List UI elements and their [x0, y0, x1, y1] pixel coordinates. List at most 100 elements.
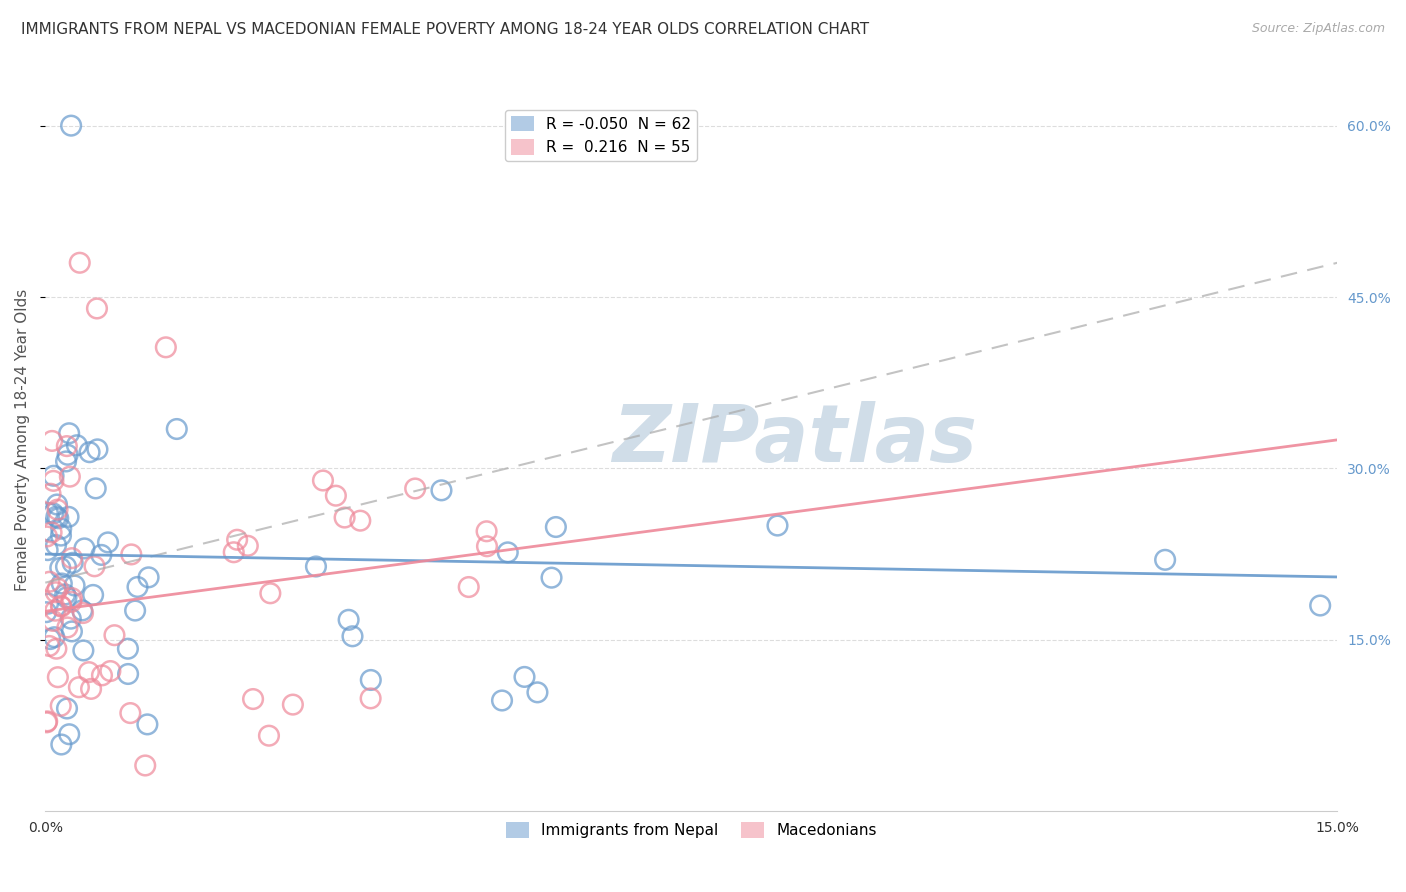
- Point: [53, 587, 76, 601]
- Point: [39, 487, 62, 501]
- Point: [457, 580, 479, 594]
- Point: [73, 541, 96, 556]
- Point: [360, 673, 382, 687]
- Point: [42, 614, 65, 628]
- Point: [333, 510, 356, 524]
- Point: [55, 591, 77, 605]
- Point: [59, 469, 82, 483]
- Point: [540, 571, 562, 585]
- Point: [46, 511, 69, 525]
- Point: [496, 545, 519, 559]
- Point: [67, 680, 90, 694]
- Point: [86, 442, 108, 457]
- Point: [325, 489, 347, 503]
- Point: [430, 483, 453, 498]
- Point: [259, 586, 281, 600]
- Point: [44, 604, 66, 618]
- Point: [155, 340, 177, 354]
- Point: [97, 535, 120, 549]
- Point: [257, 729, 280, 743]
- Point: [84, 482, 107, 496]
- Point: [35, 715, 58, 730]
- Point: [38, 639, 60, 653]
- Point: [60, 119, 83, 133]
- Point: [58, 727, 80, 741]
- Point: [404, 482, 426, 496]
- Point: [35, 529, 58, 543]
- Point: [60, 551, 83, 566]
- Point: [60, 591, 83, 606]
- Point: [51, 599, 73, 614]
- Text: Source: ZipAtlas.com: Source: ZipAtlas.com: [1251, 22, 1385, 36]
- Point: [49, 698, 72, 713]
- Point: [491, 693, 513, 707]
- Point: [136, 717, 159, 731]
- Point: [1154, 553, 1177, 567]
- Point: [56, 701, 79, 715]
- Point: [90, 548, 112, 562]
- Point: [86, 301, 108, 316]
- Point: [69, 256, 91, 270]
- Point: [766, 518, 789, 533]
- Point: [166, 422, 188, 436]
- Point: [127, 580, 149, 594]
- Point: [342, 629, 364, 643]
- Point: [242, 692, 264, 706]
- Point: [117, 641, 139, 656]
- Point: [51, 522, 73, 536]
- Point: [45, 585, 67, 599]
- Point: [49, 561, 72, 575]
- Point: [281, 698, 304, 712]
- Point: [49, 528, 72, 542]
- Point: [56, 439, 79, 453]
- Point: [222, 545, 245, 559]
- Point: [55, 559, 77, 574]
- Point: [236, 539, 259, 553]
- Point: [56, 620, 79, 634]
- Point: [46, 502, 69, 516]
- Point: [349, 514, 371, 528]
- Point: [70, 603, 93, 617]
- Point: [58, 426, 80, 441]
- Point: [46, 498, 69, 512]
- Point: [138, 570, 160, 584]
- Point: [77, 665, 100, 680]
- Point: [82, 588, 104, 602]
- Point: [134, 758, 156, 772]
- Point: [226, 533, 249, 547]
- Point: [37, 597, 59, 611]
- Point: [41, 525, 63, 540]
- Point: [103, 628, 125, 642]
- Point: [62, 556, 84, 570]
- Point: [66, 438, 89, 452]
- Point: [117, 667, 139, 681]
- Point: [46, 582, 69, 596]
- Point: [513, 670, 536, 684]
- Point: [42, 507, 65, 521]
- Y-axis label: Female Poverty Among 18-24 Year Olds: Female Poverty Among 18-24 Year Olds: [15, 289, 30, 591]
- Point: [42, 468, 65, 483]
- Point: [44, 630, 66, 644]
- Point: [49, 599, 72, 613]
- Point: [120, 706, 142, 720]
- Text: IMMIGRANTS FROM NEPAL VS MACEDONIAN FEMALE POVERTY AMONG 18-24 YEAR OLDS CORRELA: IMMIGRANTS FROM NEPAL VS MACEDONIAN FEMA…: [21, 22, 869, 37]
- Point: [120, 548, 142, 562]
- Point: [475, 524, 498, 539]
- Point: [55, 454, 77, 468]
- Point: [45, 538, 67, 552]
- Point: [63, 578, 86, 592]
- Point: [360, 691, 382, 706]
- Point: [475, 539, 498, 553]
- Point: [37, 506, 59, 520]
- Point: [72, 643, 94, 657]
- Point: [60, 624, 83, 639]
- Point: [39, 632, 62, 646]
- Point: [72, 606, 94, 620]
- Point: [83, 559, 105, 574]
- Point: [37, 714, 59, 729]
- Point: [100, 664, 122, 678]
- Point: [312, 474, 335, 488]
- Point: [38, 574, 60, 589]
- Text: ZIPatlas: ZIPatlas: [612, 401, 977, 479]
- Point: [42, 474, 65, 488]
